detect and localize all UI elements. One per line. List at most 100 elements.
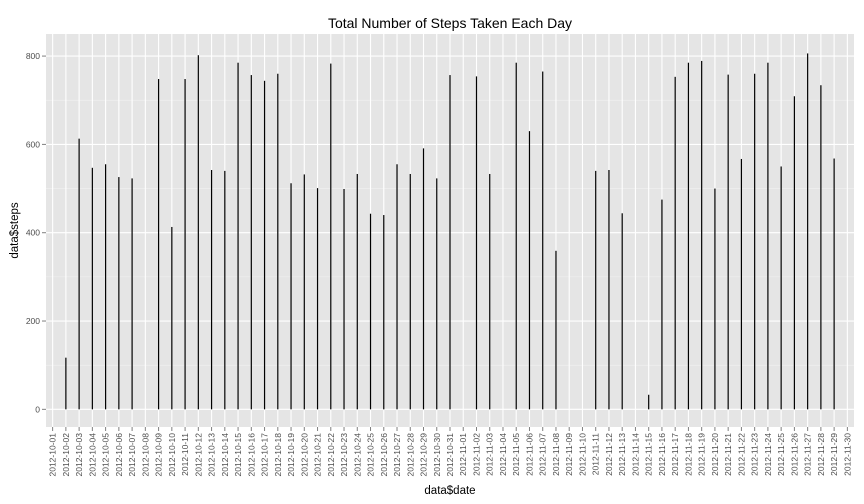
x-tick-label: 2012-10-15 <box>233 433 243 477</box>
x-tick-label: 2012-10-06 <box>114 433 124 477</box>
bar <box>91 167 93 410</box>
x-tick-label: 2012-11-16 <box>657 433 667 476</box>
y-tick-label: 200 <box>26 316 40 326</box>
bar <box>105 164 107 410</box>
bar <box>396 164 398 410</box>
y-axis: 0 200 400 600 800 <box>26 51 46 414</box>
bar <box>555 250 557 410</box>
bar <box>184 79 186 410</box>
bar <box>475 76 478 410</box>
x-tick-label: 2012-10-14 <box>220 433 230 477</box>
x-tick-label: 2012-11-08 <box>551 433 561 476</box>
x-tick-label: 2012-11-14 <box>630 433 640 476</box>
bar <box>78 138 80 410</box>
bar <box>621 213 623 410</box>
x-tick-label: 2012-10-30 <box>432 433 442 477</box>
y-tick-label: 0 <box>35 404 40 414</box>
x-tick-label: 2012-11-10 <box>577 433 587 476</box>
bar <box>780 166 782 410</box>
x-tick-label: 2012-10-11 <box>180 433 190 476</box>
x-tick-label: 2012-11-21 <box>723 433 733 476</box>
x-tick-label: 2012-10-04 <box>87 433 97 477</box>
bar <box>422 148 425 410</box>
bar <box>489 173 491 410</box>
x-tick-label: 2012-11-30 <box>842 433 852 476</box>
x-tick-label: 2012-11-06 <box>524 433 534 476</box>
x-tick-label: 2012-11-15 <box>644 433 654 476</box>
y-axis-label: data$steps <box>9 202 21 259</box>
x-tick-label: 2012-11-04 <box>498 433 508 476</box>
x-axis: 2012-10-01 2012-10-02 2012-10-03 2012-10-04… <box>48 427 852 477</box>
x-tick-label: 2012-11-26 <box>789 433 799 476</box>
bar <box>608 170 610 410</box>
x-tick-label: 2012-10-22 <box>326 433 336 477</box>
bar <box>542 71 544 410</box>
bar <box>767 62 769 410</box>
x-tick-label: 2012-10-13 <box>207 433 217 477</box>
x-tick-label: 2012-10-07 <box>127 433 137 477</box>
bar <box>595 170 597 410</box>
x-tick-label: 2012-10-17 <box>260 433 270 477</box>
bar <box>197 55 199 410</box>
x-tick-label: 2012-10-01 <box>48 433 58 477</box>
bar <box>740 158 743 410</box>
x-tick-label: 2012-10-23 <box>339 433 349 477</box>
x-tick-label: 2012-10-05 <box>101 433 111 477</box>
bar <box>528 131 531 410</box>
bar <box>343 188 345 410</box>
x-tick-label: 2012-11-02 <box>471 433 481 476</box>
bar <box>250 75 252 410</box>
x-tick-label: 2012-11-18 <box>683 433 693 476</box>
bar <box>449 75 451 410</box>
x-tick-label: 2012-10-18 <box>273 433 283 477</box>
bar <box>65 357 67 410</box>
x-tick-label: 2012-10-31 <box>445 433 455 477</box>
bar <box>224 170 226 410</box>
x-tick-label: 2012-10-03 <box>74 433 84 477</box>
bar <box>356 173 358 410</box>
x-tick-label: 2012-10-19 <box>286 433 296 477</box>
bar <box>383 215 385 410</box>
x-tick-label: 2012-11-23 <box>750 433 760 476</box>
bar <box>290 183 292 410</box>
bar <box>833 158 835 410</box>
bar <box>648 394 650 410</box>
bar <box>727 74 729 410</box>
bar <box>171 226 173 410</box>
bar <box>687 62 690 410</box>
x-tick-label: 2012-10-20 <box>299 433 309 477</box>
bar <box>674 76 676 410</box>
x-tick-label: 2012-10-21 <box>313 433 323 477</box>
x-tick-label: 2012-11-09 <box>564 433 574 476</box>
bar <box>807 53 809 410</box>
x-tick-label: 2012-10-28 <box>405 433 415 477</box>
bar <box>409 173 411 410</box>
y-tick-label: 800 <box>26 51 40 61</box>
x-tick-label: 2012-10-16 <box>246 433 256 477</box>
x-tick-label: 2012-10-10 <box>167 433 177 477</box>
x-tick-label: 2012-11-20 <box>710 433 720 476</box>
x-tick-label: 2012-11-13 <box>617 433 627 476</box>
y-tick-label: 400 <box>26 228 40 238</box>
bar <box>210 170 213 410</box>
x-tick-label: 2012-11-27 <box>803 433 813 476</box>
x-tick-label: 2012-10-25 <box>366 433 376 477</box>
x-axis-label: data$date <box>424 485 475 497</box>
x-tick-label: 2012-11-01 <box>458 433 468 476</box>
bar <box>118 177 120 410</box>
x-tick-label: 2012-11-11 <box>591 433 601 475</box>
bar <box>316 188 319 410</box>
bar <box>263 80 266 410</box>
bar <box>793 96 795 410</box>
bars <box>65 53 835 410</box>
x-tick-label: 2012-11-07 <box>538 433 548 476</box>
bar <box>157 79 160 410</box>
bar <box>237 62 239 410</box>
x-tick-label: 2012-10-12 <box>193 433 203 477</box>
x-tick-label: 2012-10-09 <box>154 433 164 477</box>
bar <box>820 85 822 410</box>
x-tick-label: 2012-11-05 <box>511 433 521 476</box>
bar <box>330 63 332 410</box>
x-tick-label: 2012-10-24 <box>352 433 362 477</box>
x-tick-label: 2012-10-29 <box>419 433 429 477</box>
